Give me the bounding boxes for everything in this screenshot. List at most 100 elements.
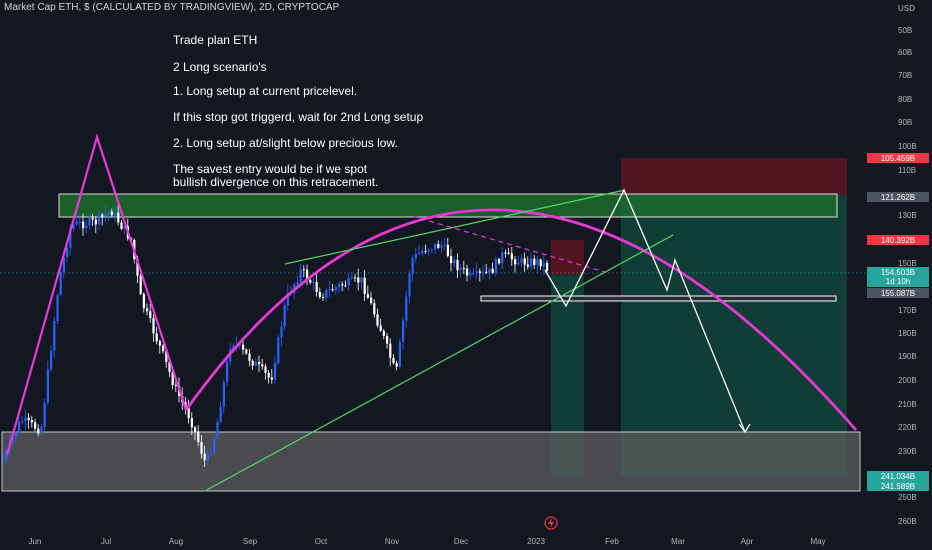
candle-body [395,363,398,367]
candle-body [85,225,88,229]
candle-body [414,253,417,259]
candle-body [101,214,104,217]
target-zone-2 [621,195,847,477]
candle-body [104,214,107,217]
candle-body [280,326,283,338]
candle-body [53,321,56,351]
candle-body [277,337,280,364]
y-tick-label: 70B [898,71,912,80]
note-line-6: The savest entry would be if we spot [173,162,368,176]
price-tag-bg [867,192,929,202]
candle-body [171,371,174,385]
candle-body [142,293,145,309]
candle-body [251,360,254,366]
candle-body [523,258,526,265]
candle-body [325,289,328,298]
price-tag-label: 154.503B [881,268,915,277]
candle-body [245,349,248,354]
candle-body [379,325,382,331]
candle-body [462,268,465,270]
price-tag-label: 140.392B [881,236,915,245]
rounded-top-curve[interactable] [184,208,858,431]
candle-body [107,211,110,215]
note-line-5: 2. Long setup at/slight below precious l… [173,136,398,150]
candle-body [248,353,251,361]
projected-path[interactable] [544,188,746,433]
y-tick-label: 60B [898,48,912,57]
candle-body [261,364,264,367]
axis-unit-label: USD [898,4,915,13]
tradingview-bolt-icon[interactable] [544,516,558,530]
y-tick-label: 90B [898,118,912,127]
previous-low-box[interactable] [480,295,837,302]
candle-body [283,305,286,327]
candle-body [546,262,549,271]
candle-body [373,303,376,315]
price-tag-label: 105.459B [881,154,915,163]
candle-body [94,219,97,225]
candle-body [485,271,488,273]
dashed-descending-line[interactable] [411,215,606,273]
candle-body [238,344,241,346]
candle-body [459,268,462,271]
x-axis-ticks: Jun Jul Aug Sep Oct Nov Dec 2023 Feb Mar Apr May [29,537,826,546]
x-tick-label: Feb [605,537,619,546]
y-tick-label: 130B [898,211,917,220]
candle-body [254,362,257,366]
candle-body [517,262,520,265]
candle-body [66,247,69,258]
candle-body [213,438,216,453]
candle-body [424,251,427,253]
candle-body [514,259,517,265]
price-tag-label: 241.034B [881,472,915,481]
x-tick-label: Jun [29,537,42,546]
candle-body [226,361,229,383]
y-tick-label: 250B [898,493,917,502]
candle-body [315,281,318,293]
candle-body [50,350,53,370]
candle-body [296,281,299,285]
candle-body [309,279,312,283]
candle-body [430,249,433,251]
candle-body [5,450,8,460]
candle-body [46,369,49,403]
candle-body [306,269,309,280]
y-tick-label: 50B [898,26,912,35]
candle-body [21,421,24,423]
candle-body [2,459,5,461]
candle-body [200,442,203,454]
candle-body [421,251,424,254]
candle-body [18,421,21,434]
candle-body [504,252,507,254]
price-tag-bg [867,471,929,481]
candle-body [392,357,395,364]
candle-body [286,292,289,306]
y-tick-label: 80B [898,95,912,104]
price-tag-label: 121.262B [881,193,915,202]
rising-trendline[interactable] [204,234,674,492]
candle-body [152,318,155,334]
candle-body [408,273,411,297]
resistance-box[interactable] [58,193,838,218]
stop-zone-2 [621,158,847,195]
price-tag-bg [867,288,929,298]
support-box[interactable] [1,431,861,492]
candle-body [498,259,501,264]
candle-body [434,244,437,250]
candle-body [354,277,357,279]
x-tick-label: Jul [101,537,111,546]
pink-triangle-line[interactable] [5,133,188,456]
candle-body [203,453,206,461]
candle-body [72,224,75,229]
upper-trendline[interactable] [284,189,626,265]
candle-body [376,314,379,326]
candle-body [299,269,302,282]
candle-body [450,256,453,263]
candle-body [27,417,30,421]
candle-body [520,258,523,263]
candle-body [536,259,539,265]
time-axis[interactable] [0,532,866,550]
